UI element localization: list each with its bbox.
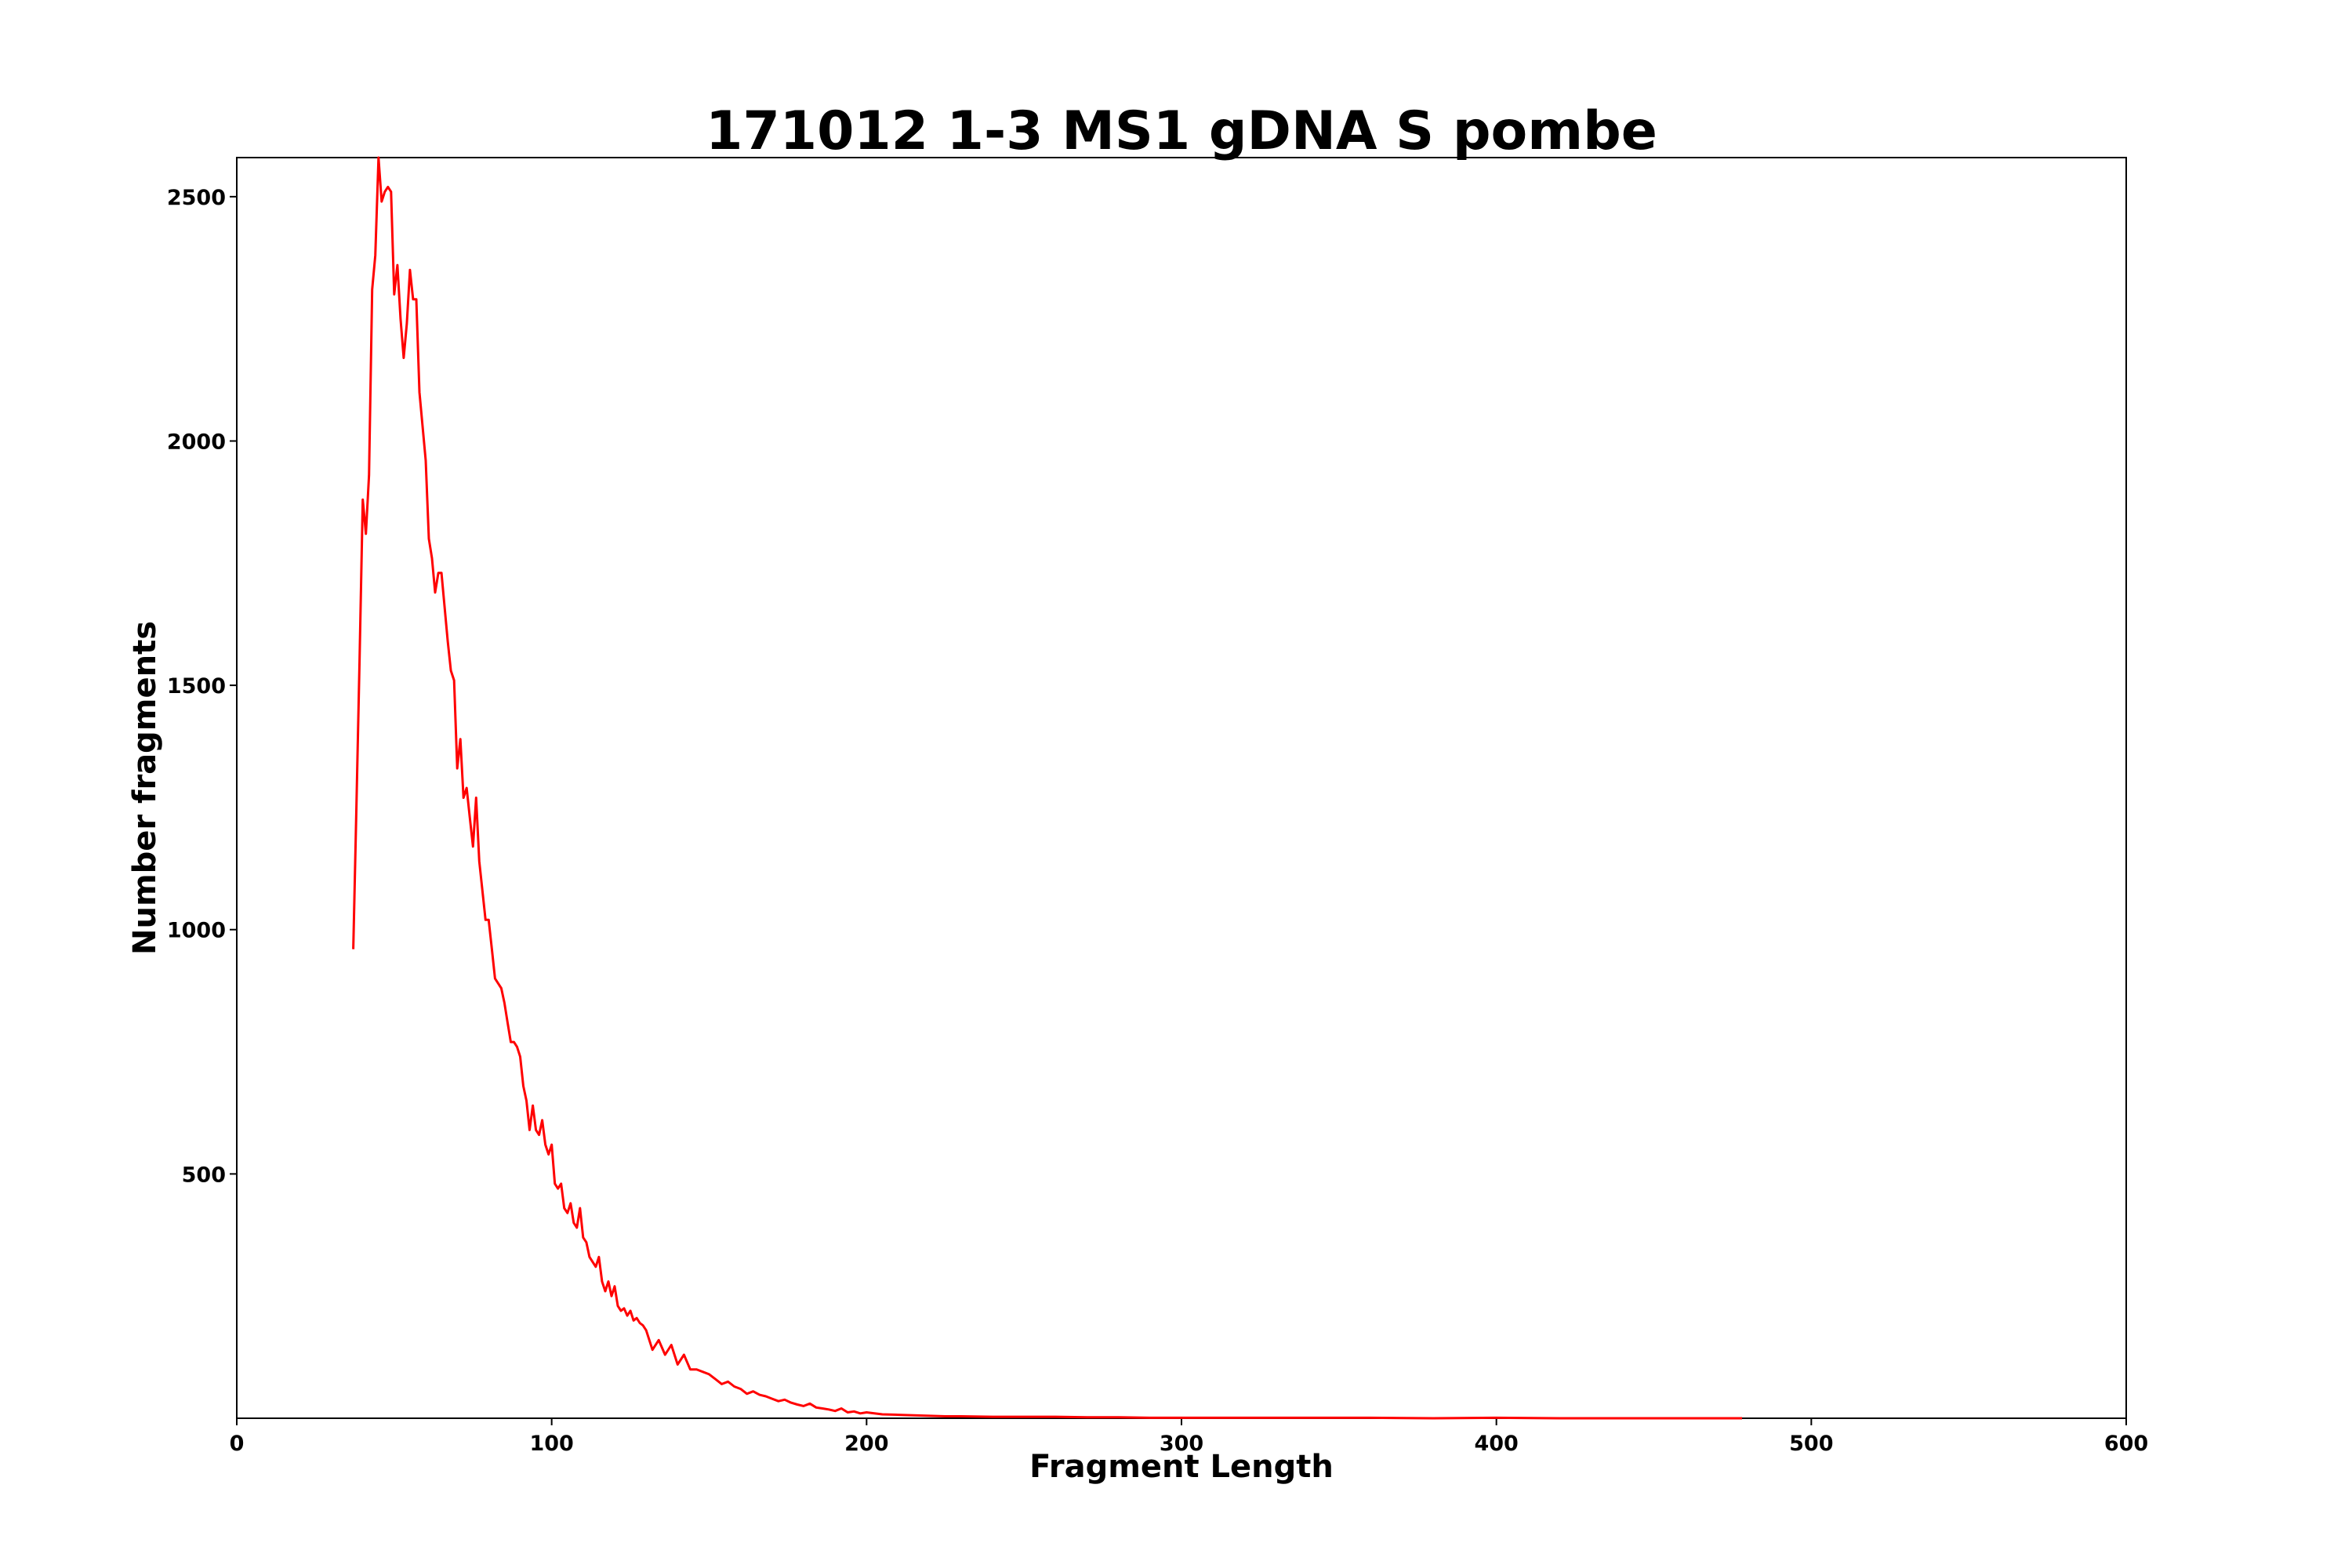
- y-tick-label: 1000: [167, 919, 226, 943]
- chart-title: 171012 1-3 MS1 gDNA S pombe: [706, 100, 1657, 162]
- y-tick-label: 2000: [167, 430, 226, 454]
- x-tick-label: 300: [1160, 1432, 1203, 1456]
- x-tick-label: 0: [230, 1432, 245, 1456]
- x-axis: 0 100 200 300 400 500 600: [230, 1418, 2148, 1456]
- y-axis: 500 1000 1500 2000 2500: [167, 186, 237, 1187]
- series-group: [352, 156, 1742, 1420]
- x-tick-label: 100: [529, 1432, 573, 1456]
- x-axis-label: Fragment Length: [1029, 1449, 1334, 1485]
- y-axis-label: Number fragments: [127, 621, 163, 955]
- x-tick-label: 400: [1474, 1432, 1518, 1456]
- x-tick-label: 200: [844, 1432, 888, 1456]
- plot-area: [236, 157, 2127, 1419]
- y-tick-label: 500: [182, 1163, 226, 1187]
- y-tick-label: 1500: [167, 674, 226, 699]
- x-tick-label: 500: [1789, 1432, 1833, 1456]
- y-tick-label: 2500: [167, 186, 226, 210]
- x-tick-label: 600: [2104, 1432, 2148, 1456]
- series-line: [352, 156, 1742, 1420]
